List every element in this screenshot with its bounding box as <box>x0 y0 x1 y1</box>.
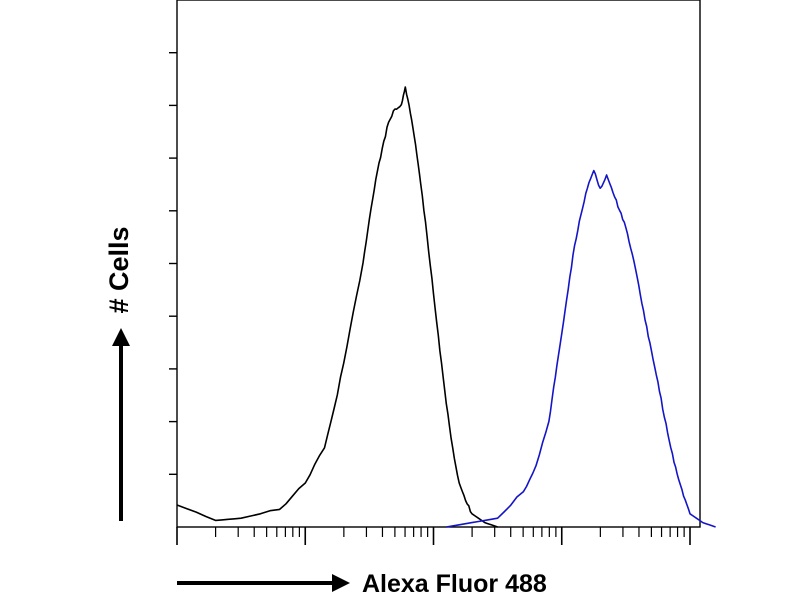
x-axis-label: Alexa Fluor 488 <box>362 570 547 598</box>
control-histogram-line <box>176 86 498 528</box>
x-axis-arrow-head <box>332 574 350 592</box>
y-axis-arrow-head <box>112 328 130 346</box>
histogram-curves <box>176 86 716 528</box>
stained-histogram-line <box>446 169 716 528</box>
x-axis-ticks <box>176 527 691 545</box>
y-axis-label: # Cells <box>104 226 134 313</box>
y-axis-ticks <box>169 52 177 475</box>
plot-frame <box>176 0 701 528</box>
